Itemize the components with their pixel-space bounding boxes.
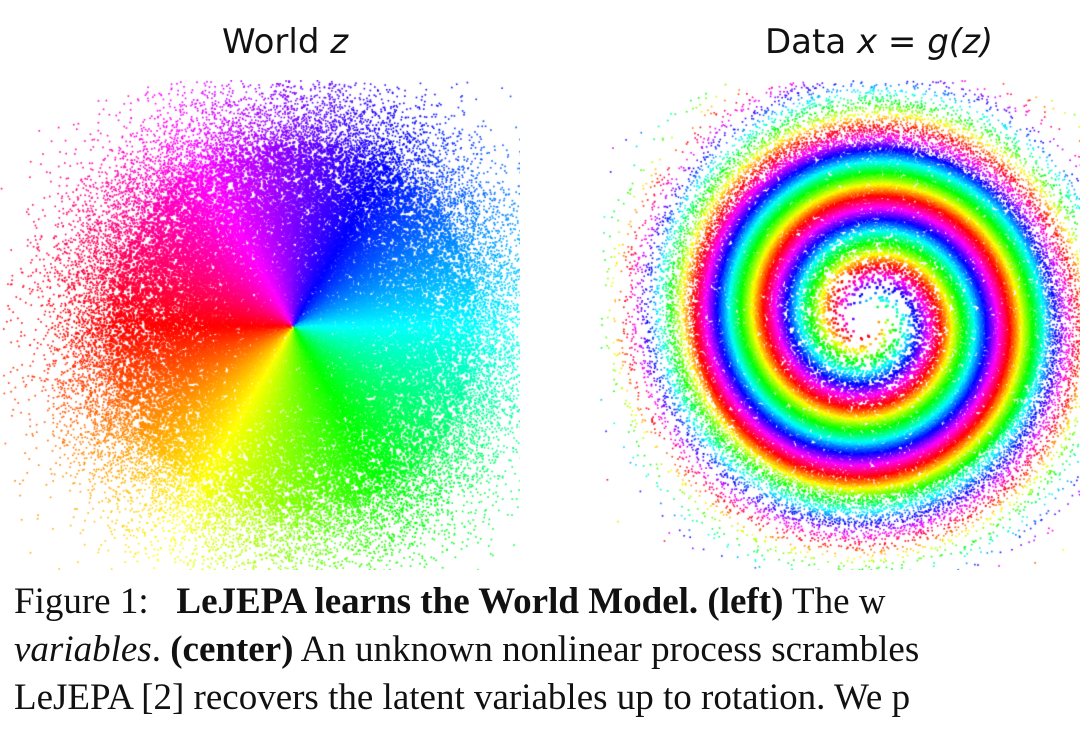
caption-line-1-rest: The w [792, 581, 886, 622]
left-title-math: z [330, 22, 349, 62]
figure-label: Figure 1: [14, 581, 149, 622]
right-panel-title: Data x = g(z) [765, 22, 993, 63]
right-title-prefix: Data [765, 22, 857, 62]
world-z-scatter-plot [0, 80, 520, 570]
left-panel-title: World z [222, 22, 348, 63]
right-title-math: x = g(z) [857, 22, 994, 62]
caption-line-2: variables. (center) An unknown nonlinear… [14, 626, 1080, 674]
left-title-prefix: World [222, 22, 331, 62]
caption-italic-variables: variables [14, 629, 152, 670]
figure-caption: Figure 1: LeJEPA learns the World Model.… [14, 578, 1080, 722]
data-x-scatter-plot [600, 80, 1080, 570]
caption-period: . [151, 629, 161, 670]
caption-left-tag: (left) [707, 581, 784, 622]
caption-center-tag: (center) [170, 629, 294, 670]
caption-line-1: Figure 1: LeJEPA learns the World Model.… [14, 578, 1080, 626]
caption-line-2-rest: An unknown nonlinear process scrambles [300, 629, 920, 670]
caption-line-3: LeJEPA [2] recovers the latent variables… [14, 677, 911, 718]
caption-headline: LeJEPA learns the World Model. [176, 581, 699, 622]
